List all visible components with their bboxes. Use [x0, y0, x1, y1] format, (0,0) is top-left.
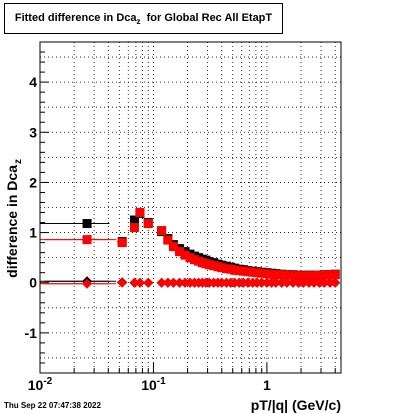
data-point: [163, 235, 173, 245]
data-point: [243, 267, 253, 277]
data-point: [314, 270, 324, 280]
data-point: [168, 242, 178, 252]
x-tick-label: 1: [263, 377, 271, 393]
data-point: [129, 215, 139, 225]
data-point: [204, 260, 214, 270]
data-point: [143, 277, 154, 288]
data-point: [282, 270, 292, 280]
data-point: [294, 271, 304, 281]
data-point: [238, 266, 248, 276]
data-point: [180, 250, 190, 260]
data-point: [256, 277, 267, 288]
data-point: [129, 277, 140, 288]
data-point: [277, 270, 287, 280]
data-point: [304, 271, 314, 281]
y-tick-label: 0: [29, 275, 37, 291]
data-point: [134, 277, 145, 288]
y-tick-label: 3: [29, 124, 37, 140]
data-point: [82, 219, 92, 229]
title-suffix: for Global Rec All EtapT: [146, 12, 273, 24]
data-point: [262, 269, 272, 279]
data-point: [117, 277, 128, 288]
plot-frame: [39, 41, 342, 374]
data-point: [135, 208, 145, 218]
footer-timestamp: Thu Sep 22 07:47:38 2022: [4, 401, 101, 410]
x-axis-label: pT/|q| (GeV/c): [251, 397, 341, 413]
data-point: [276, 277, 287, 288]
data-point: [271, 270, 281, 280]
data-point: [325, 270, 335, 280]
y-tick-label: 2: [29, 174, 37, 190]
y-tick-label: -1: [25, 325, 38, 341]
data-point: [117, 238, 127, 248]
data-point: [298, 271, 308, 281]
data-point: [230, 265, 240, 275]
data-point: [82, 235, 92, 245]
y-axis-label: difference in Dcaz: [4, 159, 24, 278]
x-tick-label: 10-1: [141, 376, 166, 393]
data-point: [325, 277, 336, 288]
data-point: [175, 247, 185, 257]
data-point: [319, 277, 330, 288]
data-point: [330, 277, 341, 288]
data-point: [308, 277, 319, 288]
data-point: [156, 277, 167, 288]
data-point: [143, 219, 153, 229]
data-point: [168, 277, 179, 288]
y-tick-label: 4: [29, 74, 37, 90]
data-point: [319, 270, 329, 280]
data-point: [309, 271, 319, 281]
data-point: [298, 277, 309, 288]
data-point: [217, 263, 227, 273]
data-point: [129, 223, 139, 233]
title-subscript: z: [136, 17, 141, 27]
data-point: [330, 270, 340, 280]
y-tick-label: 1: [29, 225, 37, 241]
data-point: [288, 270, 298, 280]
data-point: [252, 268, 262, 278]
title-box: Fitted difference in Dcaz for Global Rec…: [4, 3, 283, 34]
data-point: [82, 278, 93, 289]
data-point: [162, 277, 173, 288]
data-point: [157, 226, 167, 236]
data-point: [281, 277, 292, 288]
data-point: [270, 277, 281, 288]
title-main: Fitted difference in Dca: [14, 12, 137, 24]
data-point: [288, 277, 299, 288]
data-point: [257, 268, 267, 278]
chart-title: Fitted difference in Dcaz for Global Rec…: [5, 12, 282, 26]
data-layer: [40, 208, 341, 289]
x-tick-label: 10-2: [28, 376, 53, 393]
data-point: [174, 277, 185, 288]
